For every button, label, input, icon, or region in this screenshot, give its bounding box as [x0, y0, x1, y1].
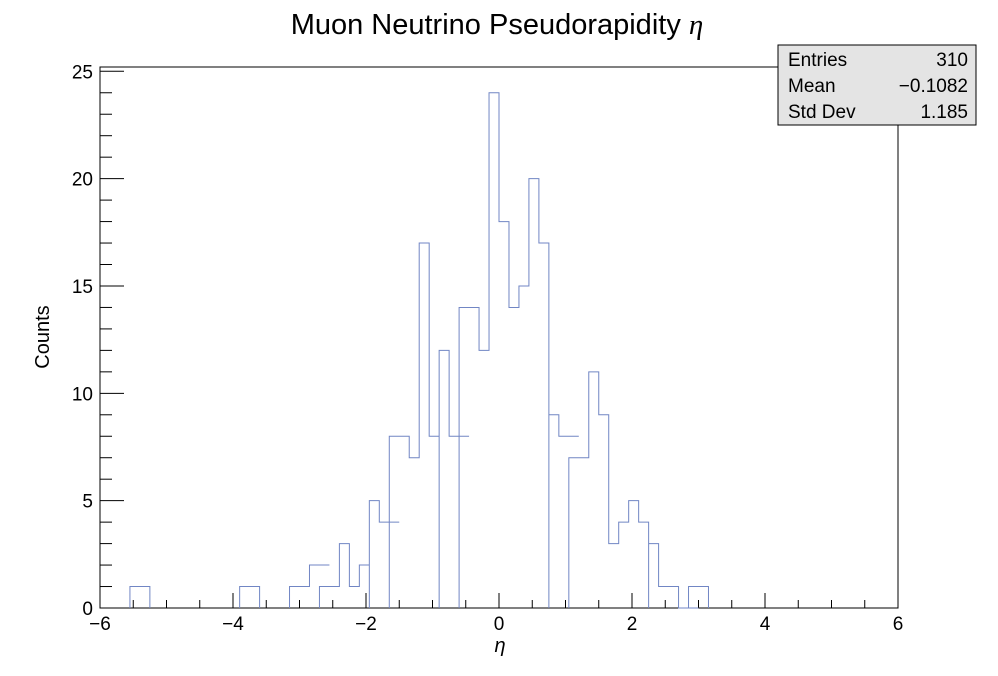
histogram-bin: [509, 286, 529, 608]
stats-box: Entries 310 Mean −0.1082 Std Dev 1.185: [777, 44, 977, 126]
x-tick-label: 2: [627, 614, 638, 635]
stats-stddev-label: Std Dev: [788, 102, 856, 123]
histogram-bin: [489, 222, 509, 608]
y-tick-label: 0: [82, 599, 93, 620]
histogram-bin: [399, 458, 419, 608]
histogram-bin: [319, 587, 339, 608]
stats-box-background: [777, 44, 977, 126]
stats-mean-value: −0.1082: [899, 76, 968, 97]
histogram-bin: [569, 458, 589, 608]
stats-mean-label: Mean: [788, 76, 836, 97]
histogram-bin: [240, 587, 260, 608]
y-axis-label: Counts: [32, 305, 54, 368]
histogram-bin: [659, 587, 679, 608]
chart-title: Muon Neutrino Pseudorapidity η: [291, 9, 704, 41]
histogram-bin: [339, 587, 359, 608]
y-tick-label: 25: [72, 62, 93, 83]
x-axis: −6 −4 −2 0 2 4 6: [89, 593, 903, 635]
x-tick-label: −6: [89, 614, 111, 635]
histogram-bin: [499, 307, 519, 608]
histogram-bin: [589, 415, 609, 608]
histogram-bin: [419, 436, 439, 608]
x-tick-label: −4: [222, 614, 244, 635]
x-tick-label: 6: [893, 614, 904, 635]
histogram-line: [129, 92, 709, 609]
x-tick-label: 0: [494, 614, 505, 635]
y-tick-label: 10: [72, 384, 93, 405]
x-axis-label: η: [494, 635, 505, 657]
stats-stddev-value: 1.185: [920, 102, 968, 123]
x-tick-label: 4: [760, 614, 771, 635]
stats-entries-value: 310: [936, 50, 968, 71]
y-axis: 0 5 10 15 20 25: [72, 62, 124, 620]
stats-entries-label: Entries: [788, 50, 847, 71]
y-tick-label: 5: [82, 492, 93, 513]
histogram-bin: [529, 243, 549, 608]
chart-title-eta: η: [689, 9, 703, 41]
chart-title-text: Muon Neutrino Pseudorapidity: [291, 9, 682, 41]
y-tick-label: 20: [72, 170, 93, 191]
histogram-bin: [469, 350, 489, 608]
y-tick-label: 15: [72, 277, 93, 298]
histogram-bin: [459, 307, 479, 608]
x-tick-label: −2: [355, 614, 377, 635]
histogram-bin: [599, 544, 619, 608]
